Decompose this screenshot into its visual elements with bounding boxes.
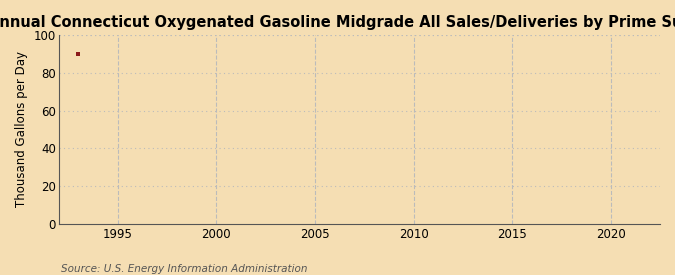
Title: Annual Connecticut Oxygenated Gasoline Midgrade All Sales/Deliveries by Prime Su: Annual Connecticut Oxygenated Gasoline M… <box>0 15 675 30</box>
Text: Source: U.S. Energy Information Administration: Source: U.S. Energy Information Administ… <box>61 264 307 274</box>
Y-axis label: Thousand Gallons per Day: Thousand Gallons per Day <box>15 51 28 207</box>
